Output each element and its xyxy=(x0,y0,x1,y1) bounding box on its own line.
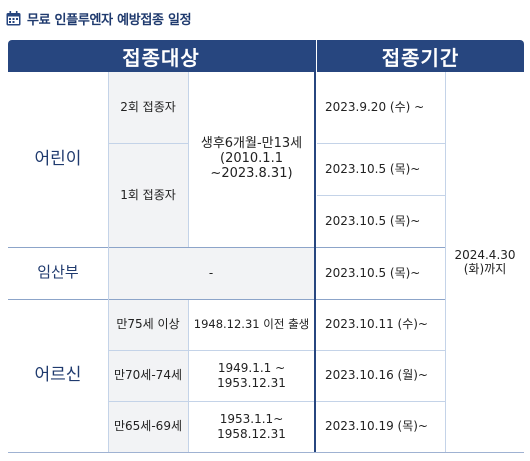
seniors-birth-65-end: 1958.12.31 xyxy=(217,426,286,441)
seniors-date-65: 2023.10.19 (목)~ xyxy=(325,419,428,434)
title-text: 무료 인플루엔자 예방접종 일정 xyxy=(27,12,192,28)
end-date-weekday: (화)까지 xyxy=(463,262,507,276)
group-divider xyxy=(8,299,445,300)
seniors-birth-65-start: 1953.1.1~ xyxy=(219,412,284,427)
children-birth-end: ~2023.8.31) xyxy=(210,165,293,181)
end-date: 2024.4.30 (화)까지 xyxy=(445,72,524,452)
section-divider xyxy=(314,40,316,452)
children-dose1: 1회 접종자 xyxy=(108,143,189,247)
end-date-line: 2024.4.30 xyxy=(454,247,516,262)
children-age-line: 생후6개월-만13세 xyxy=(200,136,303,152)
seniors-date-75: 2023.10.11 (수)~ xyxy=(325,317,428,332)
children-dose2-date: 2023.9.20 (수) ~ xyxy=(325,100,425,115)
seniors-birth-70-end: 1953.12.31 xyxy=(217,375,286,390)
children-dose2: 2회 접종자 xyxy=(108,72,189,143)
row-divider xyxy=(108,143,189,144)
children-dose1-date-2: 2023.10.5 (목)~ xyxy=(325,213,421,228)
seniors-birth-75-text: 1948.12.31 이전 출생 xyxy=(193,316,310,331)
children-age-range: 생후6개월-만13세 (2010.1.1 ~2023.8.31) xyxy=(189,72,314,247)
seniors-birth-70: 1949.1.1 ~ 1953.12.31 xyxy=(189,350,314,401)
column-divider xyxy=(108,72,109,452)
children-birth-start: (2010.1.1 xyxy=(220,151,283,167)
header-period: 접종기간 xyxy=(317,40,524,72)
page-title: 무료 인플루엔자 예방접종 일정 xyxy=(6,6,192,30)
seniors-birth-65: 1953.1.1~ 1958.12.31 xyxy=(189,401,314,452)
pregnant-date: 2023.10.5 (목)~ xyxy=(325,265,421,280)
header-target: 접종대상 xyxy=(8,40,314,72)
pregnant-dash: - xyxy=(108,247,314,299)
seniors-birth-70-start: 1949.1.1 ~ xyxy=(217,361,286,376)
group-pregnant: 임산부 xyxy=(37,263,79,282)
row-divider xyxy=(108,401,445,402)
row-divider xyxy=(108,350,445,351)
seniors-birth-75: 1948.12.31 이전 출생 xyxy=(189,299,314,350)
seniors-age-70: 만70세-74세 xyxy=(108,350,189,401)
group-seniors: 어르신 xyxy=(34,365,82,386)
row-divider xyxy=(317,143,445,144)
group-divider xyxy=(8,247,445,248)
table-bottom-border xyxy=(8,452,524,453)
seniors-date-70: 2023.10.16 (월)~ xyxy=(325,368,428,383)
row-divider xyxy=(317,195,445,196)
seniors-age-75: 만75세 이상 xyxy=(108,299,189,350)
children-dose1-date: 2023.10.5 (목)~ xyxy=(325,161,421,176)
calendar-icon xyxy=(6,10,21,25)
seniors-age-65: 만65세-69세 xyxy=(108,401,189,452)
group-children: 어린이 xyxy=(34,149,82,170)
